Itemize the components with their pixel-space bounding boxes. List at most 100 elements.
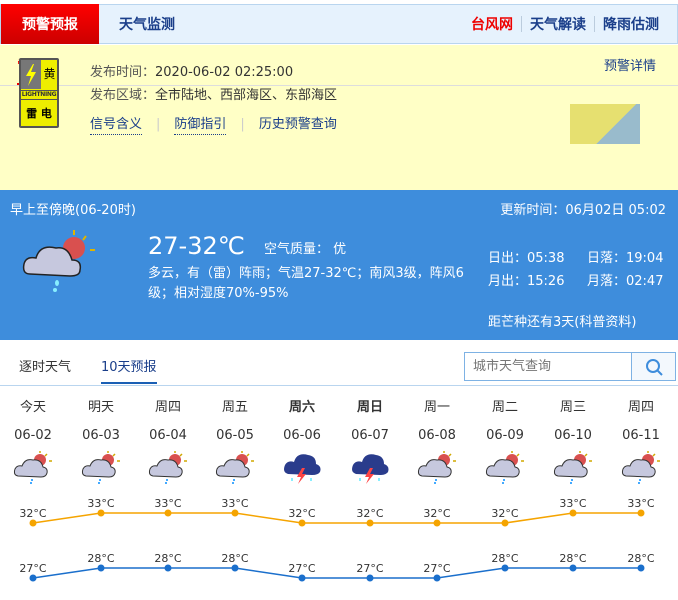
high-temp-point [97, 509, 105, 517]
signal-en: LIGHTNING [21, 90, 57, 100]
high-temp-point [501, 519, 509, 527]
city-search [464, 352, 676, 381]
warning-map-thumbnail[interactable] [570, 104, 640, 144]
weekday: 周二 [491, 400, 518, 415]
date: 06-09 [486, 428, 524, 443]
date: 06-06 [283, 428, 321, 443]
forecast-day: 周日 06-07 [340, 398, 400, 484]
thunderstorm-icon [284, 454, 321, 484]
high-temp-label: 33°C [627, 497, 654, 510]
cloudy-shower-icon [215, 451, 254, 484]
signal-meaning-link[interactable]: 信号含义 [90, 116, 143, 135]
update-time: 更新时间：06月02日 05:02 [500, 203, 666, 218]
high-temp-point [231, 509, 239, 517]
tab-hourly[interactable]: 逐时天气 [19, 360, 72, 375]
high-temp-point [433, 519, 441, 527]
forecast-day: 明天 06-03 [71, 398, 131, 484]
search-button[interactable] [631, 353, 675, 380]
high-temp-point [637, 509, 645, 517]
high-temp-label: 32°C [19, 507, 46, 520]
weekday: 明天 [87, 400, 114, 415]
low-temp-label: 28°C [491, 552, 518, 565]
forecast-day: 周六 06-06 [272, 398, 332, 484]
date: 06-02 [14, 428, 52, 443]
warning-info: 发布时间：2020-06-02 02:25:00 发布区域：全市陆地、西部海区、… [90, 61, 337, 107]
low-temp-point [298, 574, 306, 582]
tab-10day[interactable]: 10天预报 [101, 360, 157, 384]
forecast-day: 周四 06-04 [138, 398, 198, 484]
low-temp-label: 28°C [154, 552, 181, 565]
weekday: 周日 [356, 400, 383, 415]
low-temp-label: 28°C [627, 552, 654, 565]
high-temp-line [32, 512, 641, 524]
tab-warning-forecast[interactable]: 预警预报 [1, 3, 99, 44]
weekday: 周一 [423, 400, 450, 415]
date: 06-04 [149, 428, 187, 443]
temperature-chart: 32°C 33°C 33°C 33°C 32°C 32°C 32°C 32°C 33°C 33°C… [19, 497, 655, 582]
weekday: 周三 [559, 400, 586, 415]
date: 06-07 [351, 428, 389, 443]
cloudy-shower-icon [485, 451, 524, 484]
high-temp-label: 33°C [87, 497, 114, 510]
issue-area: 全市陆地、西部海区、东部海区 [155, 88, 338, 103]
temperature-range: 27-32℃ [148, 232, 245, 260]
history-warning-link[interactable]: 历史预警查询 [258, 117, 337, 132]
low-temp-label: 28°C [221, 552, 248, 565]
forecast-day: 周一 06-08 [407, 398, 467, 484]
cloudy-shower-icon [81, 451, 120, 484]
rain-estimate-link[interactable]: 降雨估测 [603, 17, 659, 33]
city-search-input[interactable] [465, 353, 631, 380]
low-temp-point [97, 564, 105, 572]
divider: | [240, 117, 245, 132]
low-temp-line [32, 567, 641, 579]
defense-guide-link[interactable]: 防御指引 [174, 116, 227, 135]
low-temp-label: 28°C [559, 552, 586, 565]
low-temp-point [637, 564, 645, 572]
low-temp-point [164, 564, 172, 572]
date: 06-08 [418, 428, 456, 443]
lightning-signal-icon: 黄 LIGHTNING 雷 电 [19, 58, 59, 128]
forecast-day: 今天 06-02 [3, 398, 63, 484]
cloudy-shower-icon [13, 451, 52, 484]
lightning-bolt-icon [21, 60, 41, 89]
thunderstorm-icon [352, 454, 389, 484]
weekday: 周六 [288, 400, 315, 415]
date: 06-03 [82, 428, 120, 443]
signal-cn: 雷 电 [26, 107, 52, 120]
cloudy-shower-icon [417, 451, 456, 484]
tab-weather-monitor[interactable]: 天气监测 [119, 17, 175, 33]
top-nav: 预警预报 天气监测 台风网 天气解读 降雨估测 [0, 3, 678, 44]
warning-detail-link[interactable]: 预警详情 [603, 59, 656, 74]
high-temp-point [29, 519, 37, 527]
low-temp-point [29, 574, 37, 582]
low-temp-point [231, 564, 239, 572]
low-temp-label: 27°C [356, 562, 383, 575]
sunset: 日落：19:04 [587, 251, 664, 266]
high-temp-label: 33°C [154, 497, 181, 510]
low-temp-label: 27°C [288, 562, 315, 575]
high-temp-label: 32°C [356, 507, 383, 520]
solar-term-link[interactable]: 距芒种还有3天(科普资料) [488, 315, 637, 330]
air-quality: 空气质量： 优 [264, 242, 347, 257]
divider [594, 16, 595, 32]
high-temp-point [164, 509, 172, 517]
high-temp-label: 32°C [491, 507, 518, 520]
area-label: 发布区域： [90, 88, 156, 103]
forecast-day: 周三 06-10 [543, 398, 603, 484]
cloudy-shower-icon [22, 230, 95, 292]
low-temp-point [501, 564, 509, 572]
forecast-day: 周二 06-09 [475, 398, 535, 484]
forecast-day: 周四 06-11 [611, 398, 671, 484]
low-temp-point [569, 564, 577, 572]
typhoon-link[interactable]: 台风网 [471, 17, 513, 33]
sunrise: 日出：05:38 [488, 251, 565, 266]
weather-analysis-link[interactable]: 天气解读 [530, 17, 586, 33]
high-temp-label: 33°C [221, 497, 248, 510]
today-panel: 早上至傍晚(06-20时) 更新时间：06月02日 05:02 27-32℃ 空… [0, 190, 678, 340]
high-temp-label: 33°C [559, 497, 586, 510]
low-temp-label: 27°C [19, 562, 46, 575]
high-temp-label: 32°C [423, 507, 450, 520]
time-label: 发布时间： [90, 65, 156, 80]
cloudy-shower-icon [553, 451, 592, 484]
divider: | [156, 117, 161, 132]
